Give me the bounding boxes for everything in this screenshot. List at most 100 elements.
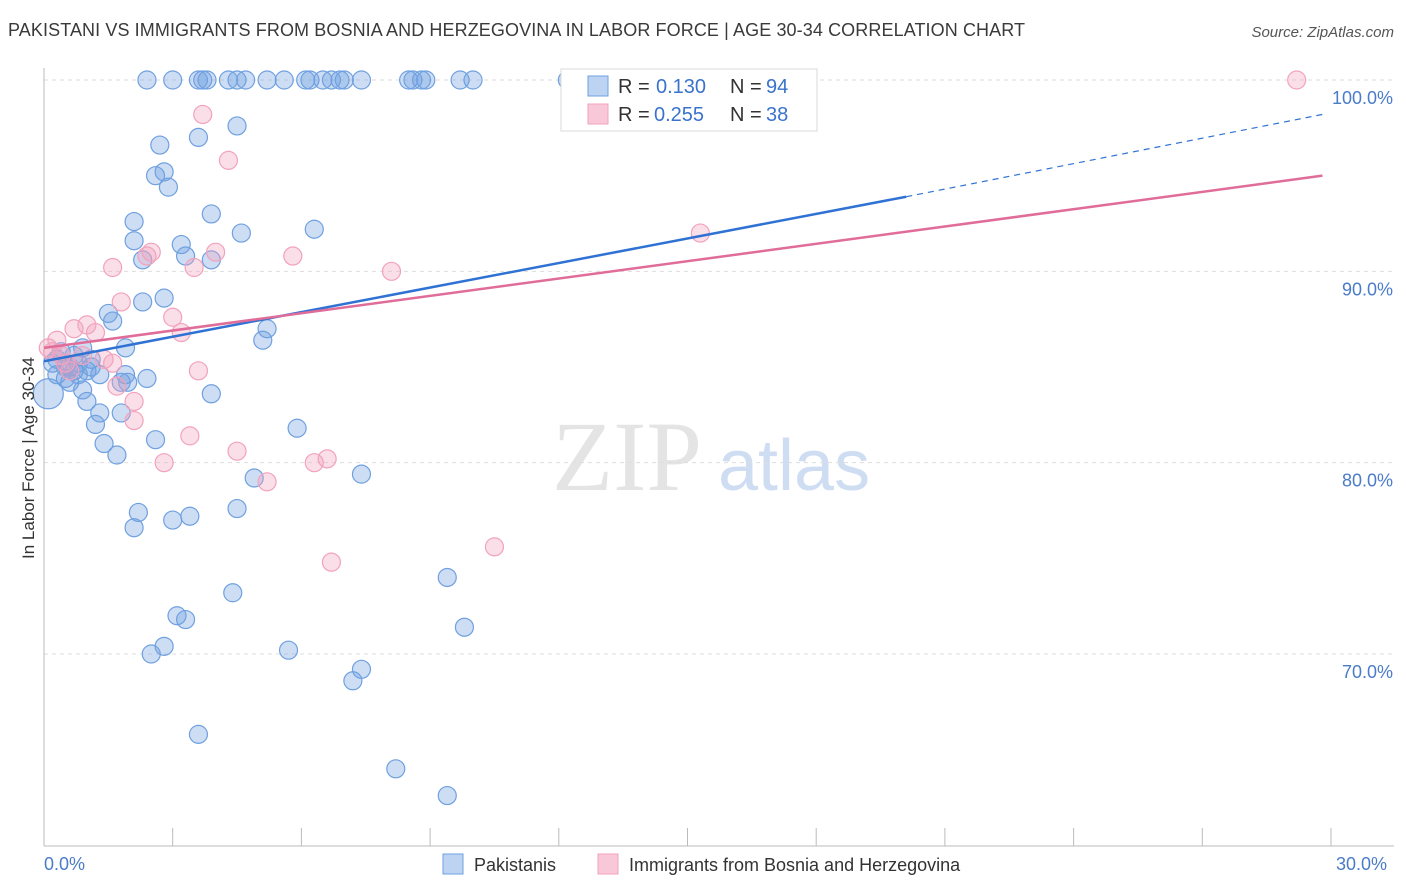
- pakistanis-point: [154, 636, 174, 656]
- bosnia-point: [163, 307, 183, 327]
- pakistanis-point: [137, 70, 157, 90]
- pakistanis-point: [253, 330, 273, 350]
- pakistanis-point: [223, 583, 243, 603]
- bosnia-point: [304, 453, 324, 473]
- pakistanis-point: [437, 785, 457, 806]
- x-tick-label-max: 30.0%: [1336, 854, 1387, 874]
- bosnia-point: [107, 376, 127, 396]
- trend-lines: [43, 113, 1323, 363]
- pakistanis-point: [463, 70, 483, 90]
- y-tick-label-70: 70.0%: [1342, 662, 1393, 682]
- pakistanis-point: [90, 365, 110, 385]
- bosnia-point: [103, 353, 123, 373]
- pakistanis-point: [124, 231, 144, 251]
- pakistanis-point: [278, 640, 299, 660]
- pakistanis-point: [118, 372, 138, 392]
- pakistanis-point: [334, 70, 354, 90]
- pakistanis-point: [175, 609, 196, 630]
- bosnia-point: [141, 242, 161, 262]
- gridlines: [44, 79, 1394, 655]
- pakistanis-point: [386, 759, 406, 779]
- pakistanis-point: [103, 311, 123, 331]
- pakistanis-point: [296, 70, 316, 90]
- bosnia-point: [111, 292, 131, 312]
- pakistanis-point: [145, 430, 166, 450]
- pakistanis-point: [85, 414, 106, 434]
- pakistanis-point: [244, 468, 264, 488]
- pakistanis-point: [158, 177, 179, 197]
- legend-r-label-1: R =: [618, 76, 650, 98]
- bosnia-point: [193, 104, 213, 125]
- legend-n-value-1: 94: [766, 76, 788, 98]
- bosnia-point: [184, 257, 204, 278]
- y-tick-label-100: 100.0%: [1332, 88, 1393, 108]
- pakistanis-point: [154, 288, 174, 308]
- bosnia-point: [1287, 70, 1307, 90]
- legend-n-value-2: 38: [766, 104, 788, 126]
- legend-swatch-pakistanis: [587, 75, 609, 97]
- y-tick-label-90: 90.0%: [1342, 279, 1393, 299]
- bosnia-point: [64, 319, 84, 339]
- legend-r-value-1: 0.130: [656, 76, 706, 98]
- pakistanis-point: [411, 70, 432, 90]
- bottom-legend-label-pakistanis: Pakistanis: [474, 855, 556, 875]
- pakistanis-point: [304, 219, 324, 239]
- pakistanis-point: [231, 223, 251, 243]
- bosnia-point: [690, 223, 710, 243]
- pakistanis-point: [201, 384, 221, 404]
- pakistanis-point: [227, 116, 247, 136]
- bosnia-point: [60, 361, 80, 381]
- bosnia-point: [257, 472, 277, 492]
- bosnia-point: [283, 246, 303, 266]
- bosnia-point: [321, 552, 342, 572]
- pakistanis-point: [107, 445, 127, 465]
- pakistanis-point: [236, 70, 256, 90]
- y-axis-tick-labels: 70.0% 80.0% 90.0% 100.0%: [1332, 88, 1393, 682]
- bosnia-point: [124, 410, 144, 431]
- watermark-zip: ZIP: [552, 401, 702, 512]
- legend-n-label-1: N =: [730, 76, 762, 98]
- pakistanis-point: [124, 211, 144, 232]
- bosnia-point: [124, 391, 144, 412]
- pakistanis-point: [257, 319, 277, 339]
- pakistanis-point: [90, 403, 110, 423]
- bosnia-point: [381, 261, 402, 281]
- pakistanis-point: [163, 510, 183, 530]
- pakistanis-point: [128, 502, 148, 523]
- pakistanis-point: [171, 234, 191, 255]
- trend-line-pakistanis: [43, 195, 907, 363]
- y-axis-label: In Labor Force | Age 30-34: [19, 357, 38, 559]
- chart-title: PAKISTANI VS IMMIGRANTS FROM BOSNIA AND …: [8, 20, 1026, 40]
- pakistanis-point: [94, 433, 114, 454]
- watermark-atlas: atlas: [718, 426, 870, 506]
- trend-line-bosnia: [43, 174, 1323, 350]
- bosnia-point: [103, 257, 123, 278]
- pakistanis-point: [77, 391, 97, 412]
- pakistanis-point: [188, 724, 209, 744]
- pakistanis-point: [137, 368, 157, 389]
- y-tick-label-80: 80.0%: [1342, 471, 1393, 491]
- pakistanis-point: [163, 70, 183, 90]
- x-tick-label-min: 0.0%: [44, 854, 85, 874]
- stats-legend: R = 0.130 N = 94 R = 0.255 N = 38: [560, 68, 818, 132]
- pakistanis-point: [330, 70, 350, 90]
- pakistanis-point: [437, 567, 457, 588]
- series-legend: Pakistanis Immigrants from Bosnia and He…: [442, 853, 961, 875]
- series-bosnia-points: [38, 70, 1307, 572]
- pakistanis-point: [454, 617, 475, 637]
- legend-swatch-bosnia: [587, 103, 609, 125]
- bottom-legend-label-bosnia: Immigrants from Bosnia and Herzegovina: [629, 855, 961, 875]
- bosnia-point: [317, 449, 337, 469]
- pakistanis-point: [351, 659, 372, 679]
- bosnia-point: [206, 242, 226, 262]
- pakistanis-point: [133, 292, 153, 312]
- pakistanis-point: [180, 506, 200, 526]
- pakistanis-point: [197, 70, 217, 90]
- legend-r-value-2: 0.255: [654, 104, 704, 126]
- bosnia-point: [218, 150, 239, 170]
- legend-r-label-2: R =: [618, 104, 650, 126]
- legend-n-label-2: N =: [730, 104, 762, 126]
- pakistanis-point: [60, 372, 80, 392]
- pakistanis-point: [124, 518, 144, 538]
